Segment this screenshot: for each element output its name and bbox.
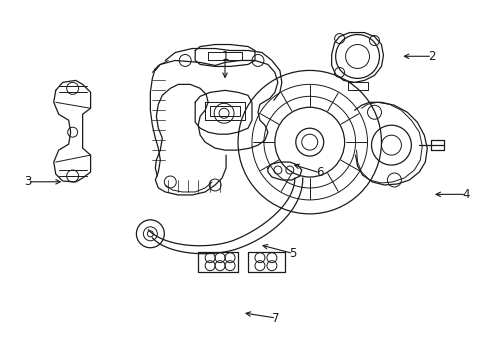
Text: 1: 1 bbox=[221, 50, 228, 63]
Text: 4: 4 bbox=[462, 188, 469, 201]
Text: 7: 7 bbox=[272, 311, 279, 325]
Text: 6: 6 bbox=[316, 166, 323, 179]
Text: 5: 5 bbox=[289, 247, 296, 260]
Text: 2: 2 bbox=[427, 50, 435, 63]
Text: 3: 3 bbox=[24, 175, 31, 188]
